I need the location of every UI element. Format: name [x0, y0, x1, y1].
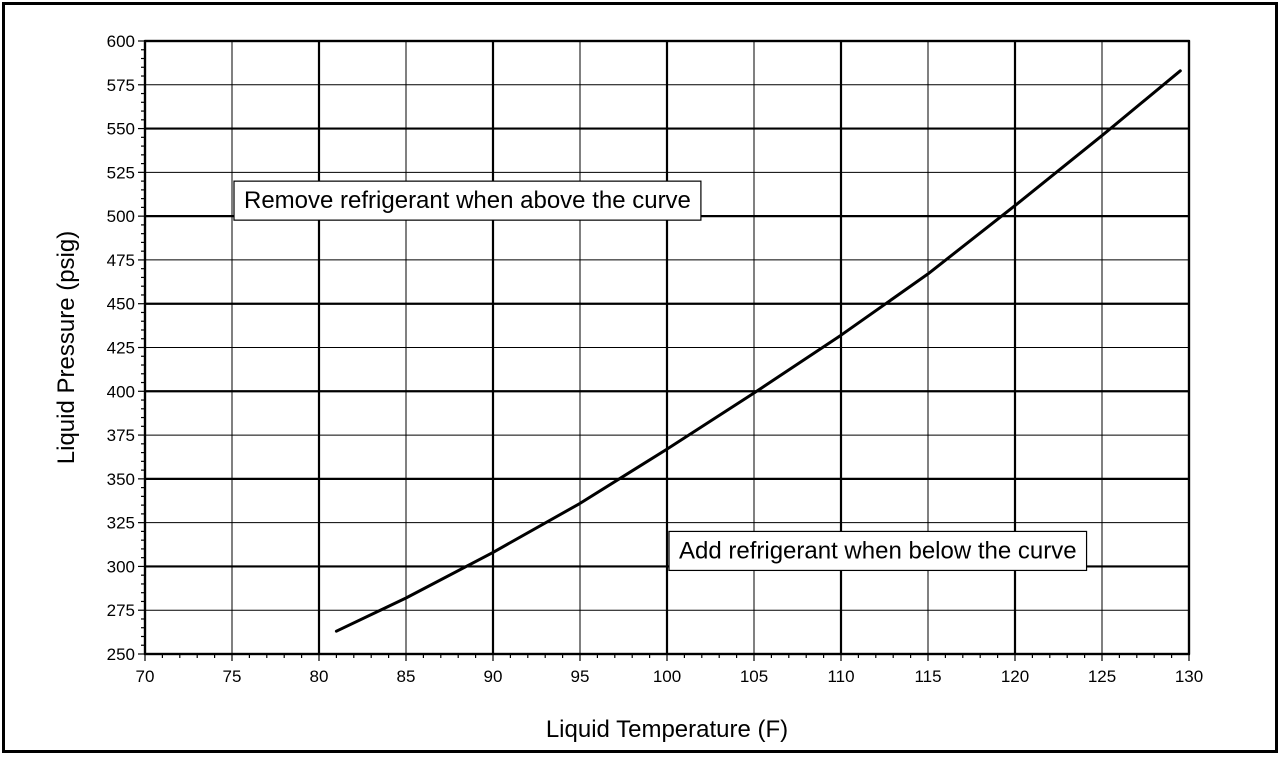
y-tick-label: 475: [107, 251, 135, 270]
y-tick-label: 375: [107, 426, 135, 445]
y-tick-label: 425: [107, 339, 135, 358]
x-tick-label: 115: [914, 667, 941, 686]
y-tick-label: 325: [107, 514, 135, 533]
y-tick-label: 575: [107, 76, 135, 95]
y-tick-label: 400: [107, 382, 135, 401]
annotation-box: [668, 530, 1088, 572]
y-tick-label: 250: [107, 645, 135, 664]
series-line: [334, 69, 1182, 633]
x-tick-label: 75: [223, 667, 242, 686]
y-tick-label: 275: [107, 601, 135, 620]
x-tick-label: 80: [310, 667, 329, 686]
annotations: Remove refrigerant when above the curve A…: [233, 180, 1088, 572]
x-tick-label: 100: [653, 667, 681, 686]
y-tick-label: 500: [107, 207, 135, 226]
x-tick-label: 95: [571, 667, 590, 686]
annotation-text: Add refrigerant when below the curve: [679, 537, 1077, 564]
x-tick-label: 70: [136, 667, 155, 686]
y-tick-label: 525: [107, 163, 135, 182]
x-tick-label: 120: [1001, 667, 1029, 686]
y-tick-label: 300: [107, 557, 135, 576]
x-tick-label: 125: [1088, 667, 1116, 686]
y-tick-label: 600: [107, 32, 135, 51]
series: [334, 69, 1182, 633]
annotation-text: Remove refrigerant when above the curve: [244, 187, 691, 214]
x-tick-label: 85: [397, 667, 416, 686]
annotation-box: [233, 180, 702, 221]
y-tick-label: 450: [107, 295, 135, 314]
y-axis-label: Liquid Pressure (psig): [53, 231, 80, 464]
x-tick-label: 105: [740, 667, 768, 686]
x-tick-label: 90: [484, 667, 503, 686]
annotation: Add refrigerant when below the curve: [668, 530, 1088, 572]
annotation: Remove refrigerant when above the curve: [233, 180, 702, 221]
y-tick-label: 350: [107, 470, 135, 489]
x-tick-label: 110: [827, 667, 854, 686]
y-tick-label: 550: [107, 120, 135, 139]
x-axis-label: Liquid Temperature (F): [546, 716, 788, 743]
ticks: 70 75 80 85 90 95 100 105 110 115 120 125 130 250 275 3…: [107, 32, 1204, 686]
x-tick-label: 130: [1175, 667, 1203, 686]
